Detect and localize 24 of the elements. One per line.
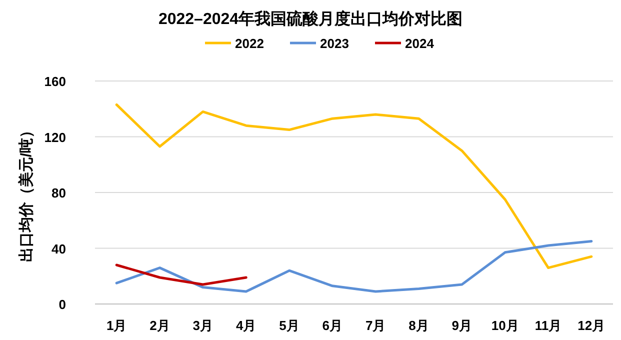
legend-label: 2022: [235, 36, 264, 51]
x-tick-label: 1月: [106, 318, 127, 333]
x-tick-label: 2月: [150, 318, 170, 333]
y-tick-label: 160: [44, 74, 66, 89]
x-tick-label: 8月: [408, 318, 429, 333]
y-tick-label: 80: [52, 186, 66, 200]
x-tick-label: 6月: [322, 318, 343, 333]
legend-label: 2024: [405, 36, 435, 51]
x-tick-label: 12月: [578, 318, 606, 333]
x-tick-label: 4月: [236, 318, 256, 333]
y-tick-label: 40: [52, 241, 66, 256]
x-tick-label: 3月: [192, 318, 214, 333]
x-tick-label: 11月: [534, 318, 562, 333]
y-tick-label: 120: [44, 130, 66, 145]
y-axis-title: 出口均价（美元/吨）: [17, 122, 35, 262]
y-tick-label: 0: [58, 297, 66, 312]
legend-label: 2023: [320, 36, 349, 51]
x-tick-label: 7月: [365, 318, 386, 333]
chart-title: 2022–2024年我国硫酸月度出口均价对比图: [158, 9, 463, 28]
x-tick-label: 5月: [279, 318, 300, 333]
line-series: [115, 240, 593, 293]
line-series: [115, 103, 593, 270]
x-tick-label: 9月: [452, 318, 472, 333]
x-tick-label: 10月: [491, 318, 519, 333]
